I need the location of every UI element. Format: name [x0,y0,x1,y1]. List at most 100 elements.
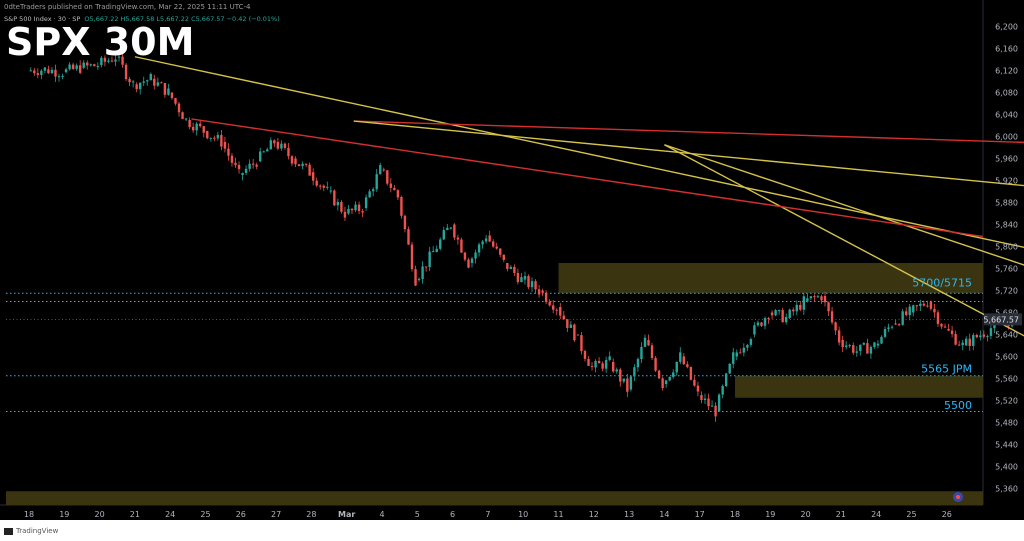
candle-body [763,318,767,326]
trendline-3 [664,144,1024,266]
candle-body [619,369,622,382]
candle-body [975,334,979,338]
candle-body [269,140,273,150]
y-tick-label: 5,760 [995,265,1018,274]
candle-body [640,346,643,360]
candle-body [654,357,657,371]
candle-body [820,296,823,301]
candle-body [897,324,901,326]
footer-strip [0,520,1024,541]
candle-body [340,201,343,212]
candle-body [36,73,40,75]
chart-background [0,0,1024,520]
candle-body [520,277,523,283]
candle-body [350,208,354,211]
candle-body [615,369,618,372]
candle-body [795,304,798,312]
candle-body [280,143,283,149]
ohlc-values: O5,667.22 H5,667.58 L5,667.22 C5,667.57 … [84,15,280,23]
candle-body [481,241,484,245]
candle-body [470,258,474,263]
candle-body [502,254,505,260]
candle-body [506,263,509,269]
trendline-4 [664,144,1024,337]
candle-body [530,281,534,288]
y-tick-label: 6,200 [995,23,1018,32]
candle-body [361,211,364,213]
candle-body [110,60,114,62]
settings-icon-dot [956,495,960,499]
candle-body [414,269,417,286]
y-tick-label: 6,160 [995,45,1018,54]
candle-body [622,378,626,382]
candle-body [601,363,604,369]
candle-body [728,363,731,374]
candle-body [887,327,890,330]
x-tick-label: 19 [765,510,775,519]
candle-body [456,237,460,240]
candle-body [657,370,661,379]
candle-body [407,229,410,245]
candle-body [82,62,85,68]
candle-body [823,296,827,303]
candle-body [844,345,848,348]
candle-body [936,312,940,324]
candle-body [703,398,707,401]
x-tick-label: 20 [801,510,811,519]
candle-body [710,405,714,407]
candle-body [216,134,220,139]
candle-body [428,251,431,268]
candle-body [202,126,205,133]
y-tick-label: 6,000 [995,133,1018,142]
candle-body [266,149,269,152]
candle-body [301,163,304,167]
candle-body [304,163,308,165]
candle-body [124,64,128,80]
candle-body [979,335,982,338]
candle-body [682,356,686,365]
y-tick-label: 6,120 [995,67,1018,76]
candle-body [290,156,294,164]
candle-body [919,303,922,306]
candle-body [93,64,96,67]
candle-body [347,208,350,214]
candle-body [75,65,78,69]
candle-body [135,84,138,90]
candle-body [375,174,378,190]
candle-body [760,322,763,326]
candle-body [213,137,216,139]
footer-brand-text: TradingView [16,527,59,535]
candle-body [908,306,911,315]
candle-body [61,75,64,77]
x-tick-label: 18 [24,510,34,519]
candle-body [389,183,393,188]
candle-body [103,57,107,62]
candle-body [686,364,689,367]
candle-body [792,309,795,312]
y-tick-label: 5,560 [995,375,1018,384]
candle-body [336,201,340,206]
candle-body [86,62,89,66]
candle-body [675,361,678,373]
candle-body [580,335,583,352]
candle-body [880,336,883,344]
candle-body [287,147,290,157]
zone-2 [6,491,983,505]
trendline-2 [353,120,1024,187]
candle-body [234,162,237,165]
candle-body [421,266,424,279]
candle-body [43,67,47,71]
candle-body [368,191,371,198]
candle-body [131,81,135,83]
candle-body [142,81,145,83]
candle-body [608,356,611,360]
tradingview-logo-icon [4,527,13,535]
candle-body [78,65,82,73]
x-tick-label: 4 [379,510,384,519]
candle-body [679,352,682,362]
candle-body [322,185,325,188]
candle-body [244,168,248,173]
candle-body [746,344,749,348]
zone-0 [558,263,983,294]
